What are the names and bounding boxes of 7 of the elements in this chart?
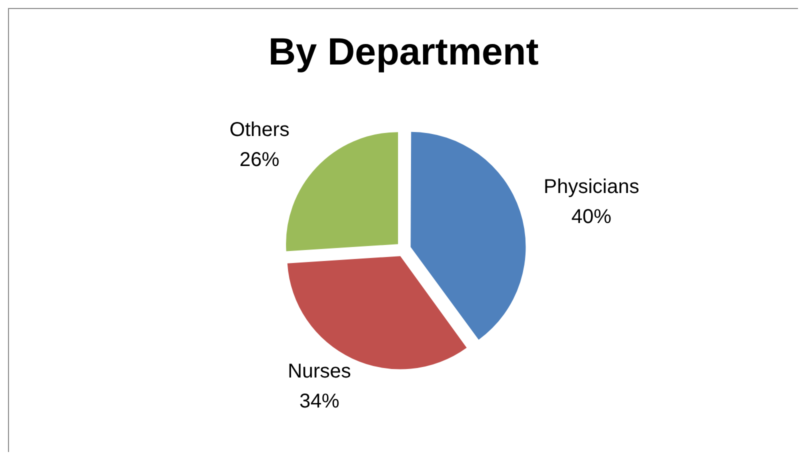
data-label: 34% xyxy=(299,390,340,412)
data-label: 40% xyxy=(571,206,612,228)
slice-label: Others xyxy=(229,118,290,141)
slice-label: Physicians xyxy=(544,176,640,198)
slice-label: Nurses xyxy=(288,360,352,382)
chart-title: By Department xyxy=(268,31,539,74)
data-label: 26% xyxy=(239,148,280,171)
